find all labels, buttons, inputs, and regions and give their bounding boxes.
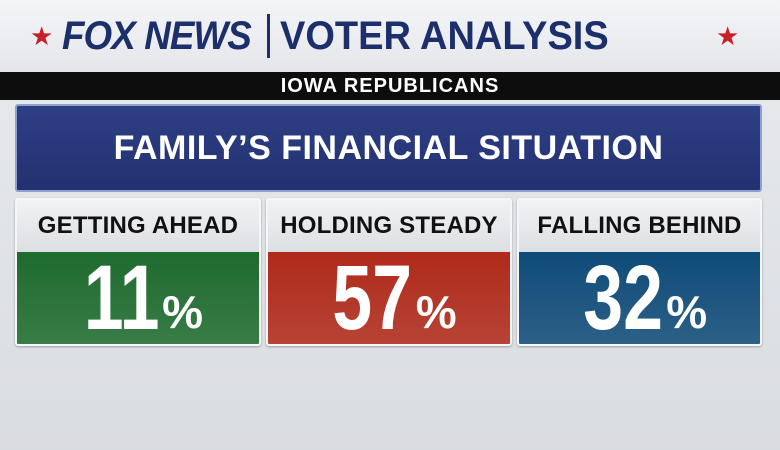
percent-sign: % — [666, 286, 708, 338]
result-number: 57 — [332, 247, 413, 346]
section-title: VOTER ANALYSIS — [280, 13, 610, 58]
header-banner: ★ FOX NEWS VOTER ANALYSIS ★ — [0, 0, 780, 72]
result-panel-falling-behind: FALLING BEHIND 32% — [517, 198, 762, 346]
result-label: HOLDING STEADY — [268, 200, 510, 252]
question-banner: FAMILY’S FINANCIAL SITUATION — [15, 104, 762, 192]
result-value-box: 57% — [268, 252, 510, 344]
fox-news-logo: FOX NEWS — [62, 13, 252, 58]
result-number: 32 — [583, 247, 663, 346]
subheader-bar: IOWA REPUBLICANS — [0, 72, 780, 100]
star-icon: ★ — [30, 22, 54, 52]
subheader-text: IOWA REPUBLICANS — [280, 74, 500, 97]
result-value-box: 32% — [519, 252, 760, 344]
brand-title: FOX NEWS VOTER ANALYSIS — [62, 10, 626, 62]
question-text: FAMILY’S FINANCIAL SITUATION — [113, 128, 664, 167]
result-panel-getting-ahead: GETTING AHEAD 11% — [15, 198, 261, 346]
result-label: GETTING AHEAD — [17, 200, 259, 252]
percent-sign: % — [415, 286, 457, 338]
percent-sign: % — [162, 286, 204, 338]
star-icon: ★ — [716, 22, 740, 52]
result-number: 11 — [83, 247, 160, 346]
result-panel-holding-steady: HOLDING STEADY 57% — [266, 198, 512, 346]
result-label: FALLING BEHIND — [519, 200, 760, 252]
title-divider — [267, 14, 271, 58]
result-value-box: 11% — [17, 252, 259, 344]
